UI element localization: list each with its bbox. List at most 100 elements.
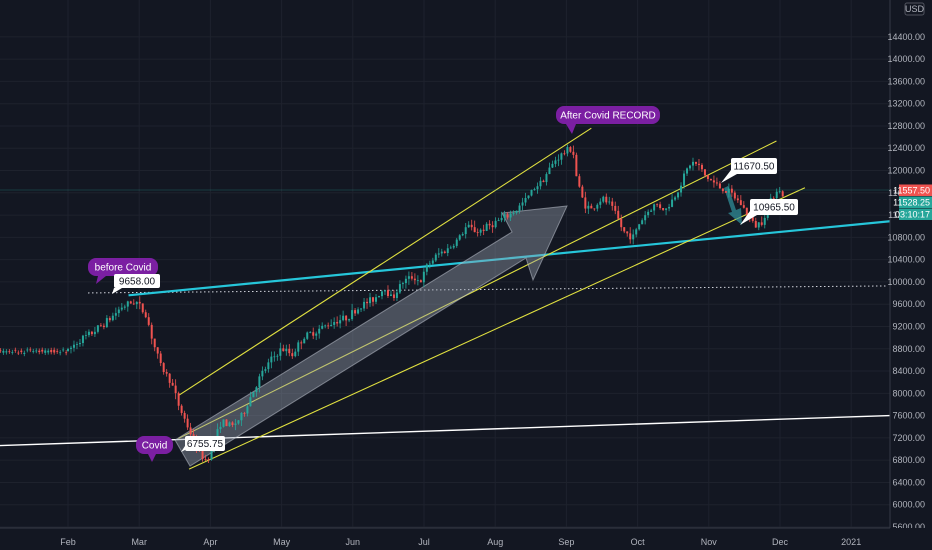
candle-157	[536, 182, 539, 194]
candle-225	[739, 195, 742, 206]
candle-29	[153, 338, 156, 352]
price-badge-2: 03:10:17	[895, 208, 932, 220]
candle-160	[545, 172, 548, 186]
candle-121	[428, 260, 431, 269]
candle-14	[108, 316, 111, 323]
candle-21	[129, 300, 132, 304]
candle-167	[566, 144, 569, 157]
candle-233	[763, 212, 766, 229]
x-axis[interactable]: Feb Mar Apr May Jun Jul Aug Sep Oct Nov Dec 2021	[0, 527, 932, 550]
trend-arrow-shape[interactable]	[174, 205, 568, 467]
candle-140	[485, 222, 488, 232]
x-tick-0: Feb	[60, 537, 76, 547]
candle-152	[521, 197, 524, 211]
candle-111	[398, 280, 401, 295]
y-tick-6: 8000.00	[892, 388, 925, 398]
candle-197	[656, 203, 659, 208]
chart-grid	[0, 0, 890, 528]
candle-260	[59, 350, 62, 356]
currency-text: USD	[905, 4, 925, 14]
candle-9	[93, 326, 96, 338]
candle-94	[348, 318, 351, 323]
candle-92	[342, 310, 345, 322]
candle-35	[171, 378, 174, 386]
candle-115	[410, 272, 413, 281]
price-badge-1: 11528.25	[893, 196, 932, 208]
candle-177	[596, 203, 599, 212]
candle-185	[620, 214, 623, 232]
candle-56	[234, 419, 237, 431]
candle-128	[449, 245, 452, 249]
annotation-3[interactable]: 6755.75	[181, 436, 225, 452]
candle-175	[590, 203, 593, 209]
candle-36	[174, 379, 177, 400]
candle-135	[470, 219, 473, 231]
candle-73	[285, 344, 288, 356]
y-tick-2: 6400.00	[892, 477, 925, 487]
candle-220	[724, 191, 727, 193]
candle-257	[50, 347, 53, 355]
candle-17	[117, 306, 120, 318]
annotation-0[interactable]: before Covid	[88, 258, 158, 284]
candle-39	[183, 410, 186, 423]
candle-241	[2, 348, 5, 355]
candle-148	[509, 210, 512, 221]
annotation-2[interactable]: Covid	[136, 436, 173, 462]
candle-85	[321, 322, 324, 330]
candle-101	[369, 292, 372, 307]
candle-15	[111, 312, 114, 322]
candle-70	[276, 354, 279, 361]
candle-195	[650, 208, 653, 213]
annotation-1[interactable]: 9658.00	[112, 274, 160, 294]
candle-23	[135, 301, 138, 309]
candle-227	[745, 207, 748, 217]
candle-219	[721, 188, 724, 194]
candle-173	[584, 191, 587, 214]
currency-label[interactable]: USD	[904, 2, 925, 16]
candle-81	[309, 331, 312, 334]
trend-line-support-cyan[interactable]	[128, 220, 891, 297]
candle-165	[560, 152, 563, 165]
candle-116	[413, 273, 416, 285]
y-tick-21: 14000.00	[887, 54, 925, 64]
candle-18	[120, 303, 123, 312]
candle-95	[351, 303, 354, 321]
trend-line-channel-upper[interactable]	[178, 127, 592, 397]
candle-102	[372, 296, 375, 307]
y-tick-17: 12400.00	[887, 143, 925, 153]
candle-230	[754, 217, 757, 228]
x-tick-6: Aug	[487, 537, 503, 547]
y-axis[interactable]: 5600.00 6000.00 6400.00 6800.00 7200.00 7600.…	[887, 0, 932, 550]
candle-113	[404, 275, 407, 289]
price-badge-text-2: 03:10:17	[895, 210, 930, 220]
candle-168	[569, 146, 572, 153]
candle-198	[659, 201, 662, 210]
candle-216	[712, 175, 715, 188]
trend-line-channel-lower[interactable]	[188, 187, 806, 470]
candle-55	[231, 421, 234, 428]
trend-line-channel-middle[interactable]	[178, 140, 777, 439]
candle-107	[386, 285, 389, 299]
candle-256	[47, 348, 50, 355]
candle-170	[575, 152, 578, 177]
annotation-5[interactable]: 11670.50	[721, 158, 777, 183]
candle-38	[180, 404, 183, 416]
candle-1	[69, 345, 72, 354]
candle-146	[503, 210, 506, 222]
candle-224	[736, 194, 739, 203]
candle-20	[126, 300, 129, 312]
candle-183	[614, 201, 617, 215]
candle-150	[515, 210, 518, 215]
annotation-6[interactable]: 10965.50	[740, 199, 798, 225]
candle-159	[542, 179, 545, 183]
x-tick-1: Mar	[131, 537, 147, 547]
y-tick-11: 10000.00	[887, 277, 925, 287]
candle-54	[228, 421, 231, 427]
annotation-4[interactable]: After Covid RECORD	[556, 106, 660, 134]
candle-67	[267, 358, 270, 373]
candle-89	[333, 317, 336, 329]
candle-251	[32, 348, 35, 354]
candle-82	[312, 327, 315, 340]
candle-143	[494, 217, 497, 229]
